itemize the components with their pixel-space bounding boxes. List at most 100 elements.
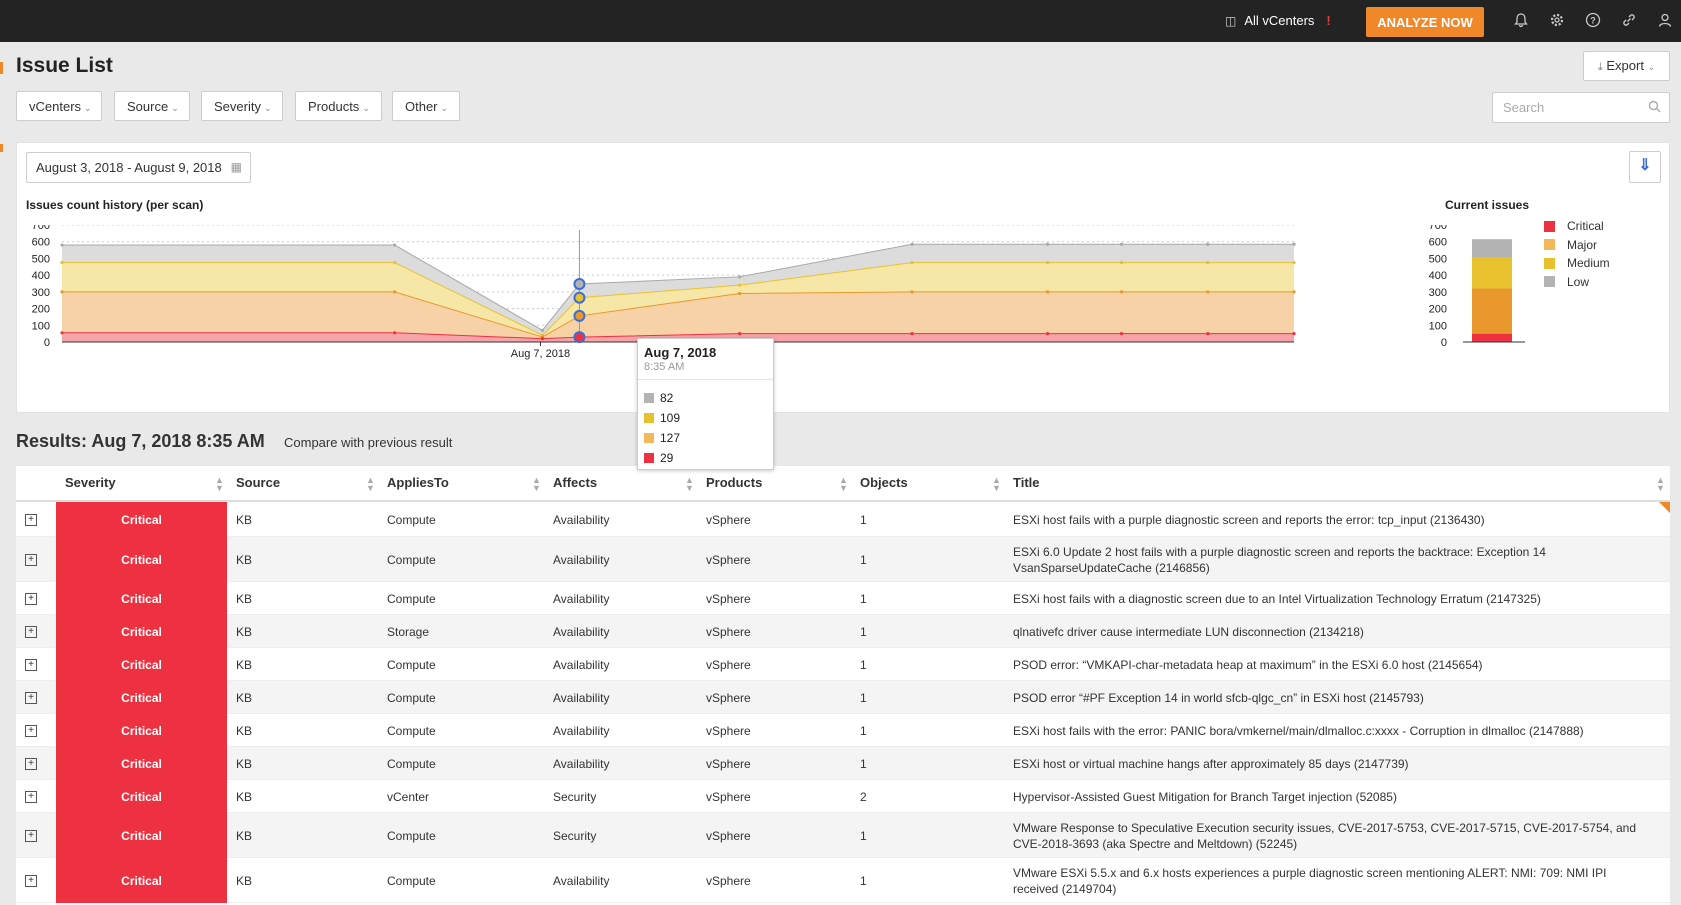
y-tick-label: 0 <box>1441 337 1447 349</box>
table-row[interactable]: + Critical KB Compute Availability vSphere 1 PS… <box>16 648 1670 681</box>
table-row[interactable]: + Critical KB Compute Availability vSphere 1 ES… <box>16 747 1670 780</box>
expand-row-icon[interactable]: + <box>25 513 37 526</box>
tooltip-swatch <box>644 433 654 443</box>
export-button[interactable]: ⤓ Export ⌄ <box>1583 51 1670 81</box>
table-row[interactable]: + Critical KB Compute Availability vSphere 1 ES… <box>16 537 1670 582</box>
filter-severity[interactable]: Severity ⌄ <box>201 91 283 121</box>
table-row[interactable]: + Critical KB Compute Availability vSphere 1 ES… <box>16 714 1670 747</box>
user-icon[interactable] <box>1656 12 1674 30</box>
vcenters-label: All vCenters <box>1244 13 1315 28</box>
legend-item-medium[interactable]: Medium <box>1544 254 1610 273</box>
column-header-source[interactable]: Source <box>236 475 281 490</box>
source-cell: KB <box>236 624 253 639</box>
source-cell: KB <box>236 591 253 606</box>
legend-item-critical[interactable]: Critical <box>1544 217 1610 236</box>
sort-icon[interactable]: ▲ ▼ <box>685 475 694 493</box>
table-row[interactable]: + Critical KB Compute Security vSphere 1 VMware… <box>16 813 1670 858</box>
column-header-appliesto[interactable]: AppliesTo <box>387 475 449 490</box>
table-header: Severity ▲ ▼ Source ▲ ▼ AppliesTo ▲ ▼ Affec… <box>16 466 1670 502</box>
table-row[interactable]: + Critical KB Compute Availability vSphere 1 PS… <box>16 681 1670 714</box>
date-range-picker[interactable]: August 3, 2018 - August 9, 2018 ▦ <box>26 152 251 183</box>
bell-icon[interactable] <box>1512 12 1530 30</box>
products-cell: vSphere <box>706 873 751 888</box>
data-point <box>1119 242 1124 246</box>
table-row[interactable]: + Critical KB Storage Availability vSphere 1 ql… <box>16 615 1670 648</box>
column-header-affects[interactable]: Affects <box>553 475 598 490</box>
expand-row-icon[interactable]: + <box>25 757 37 770</box>
expand-row-icon[interactable]: + <box>25 874 37 887</box>
y-tick-label: 700 <box>1429 225 1447 232</box>
column-header-title[interactable]: Title <box>1013 475 1040 490</box>
issues-history-chart[interactable]: 0 100 200 300 400 500 600 700 Aug 7, 2018 <box>16 225 1396 390</box>
area-critical <box>62 332 1294 342</box>
table-row[interactable]: + Critical KB Compute Availability vSphere 1 ES… <box>16 502 1670 537</box>
bar-segment-major[interactable] <box>1472 288 1512 334</box>
search-input[interactable] <box>1492 92 1670 123</box>
sort-icon[interactable]: ▲ ▼ <box>366 475 375 493</box>
legend-item-low[interactable]: Low <box>1544 273 1610 292</box>
link-icon[interactable] <box>1620 12 1638 30</box>
expand-row-icon[interactable]: + <box>25 691 37 704</box>
data-point <box>738 283 742 287</box>
expand-row-icon[interactable]: + <box>25 658 37 671</box>
filter-products[interactable]: Products ⌄ <box>295 91 382 121</box>
objects-cell: 1 <box>860 756 867 771</box>
tooltip-value: 82 <box>660 391 674 405</box>
y-tick-label: 400 <box>32 270 50 282</box>
filter-source[interactable]: Source ⌄ <box>114 91 190 121</box>
table-row[interactable]: + Critical KB Compute Availability vSphere 1 VM… <box>16 858 1670 903</box>
tooltip-swatch <box>644 393 654 403</box>
compare-previous-link[interactable]: Compare with previous result <box>284 435 453 450</box>
collapse-chart-button[interactable]: ⇓ <box>1629 151 1661 183</box>
data-point <box>1046 242 1050 246</box>
sort-icon[interactable]: ▲ ▼ <box>1656 475 1665 493</box>
data-point <box>1206 290 1210 294</box>
date-range-value: August 3, 2018 - August 9, 2018 <box>36 160 222 175</box>
y-tick-label: 100 <box>32 320 50 332</box>
affects-cell: Availability <box>553 512 610 527</box>
severity-cell: Critical <box>56 648 227 681</box>
export-label: Export <box>1606 58 1644 73</box>
expand-row-icon[interactable]: + <box>25 553 37 566</box>
affects-cell: Security <box>553 828 597 843</box>
chevron-down-icon: ⌄ <box>1647 62 1656 72</box>
double-chevron-down-icon: ⇓ <box>1638 157 1652 174</box>
vcenters-selector[interactable]: ◫ All vCenters ! <box>1225 13 1331 28</box>
severity-cell: Critical <box>56 681 227 714</box>
sort-icon[interactable]: ▲ ▼ <box>215 475 224 493</box>
sort-icon[interactable]: ▲ ▼ <box>839 475 848 493</box>
source-cell: KB <box>236 512 253 527</box>
expand-row-icon[interactable]: + <box>25 790 37 803</box>
gear-icon[interactable] <box>1548 12 1566 30</box>
line-low <box>62 243 1294 331</box>
column-header-products[interactable]: Products <box>706 475 763 490</box>
legend-item-major[interactable]: Major <box>1544 236 1610 255</box>
expand-row-icon[interactable]: + <box>25 625 37 638</box>
expand-row-icon[interactable]: + <box>25 829 37 842</box>
current-issues-chart[interactable]: 0 100 200 300 400 500 600 700 <box>1425 225 1535 375</box>
bar-segment-critical[interactable] <box>1472 333 1512 342</box>
expand-row-icon[interactable]: + <box>25 724 37 737</box>
chevron-down-icon: ⌄ <box>84 102 92 113</box>
severity-cell: Critical <box>56 813 227 858</box>
table-row[interactable]: + Critical KB Compute Availability vSphere 1 ES… <box>16 582 1670 615</box>
line-major <box>62 291 1294 338</box>
table-row[interactable]: + Critical KB vCenter Security vSphere 2 Hyperv… <box>16 780 1670 813</box>
y-tick-label: 500 <box>1429 253 1447 265</box>
data-point <box>738 275 742 279</box>
help-icon[interactable]: ? <box>1584 12 1602 30</box>
column-header-severity[interactable]: Severity <box>65 475 116 490</box>
vcenters-icon: ◫ <box>1225 13 1237 28</box>
column-header-objects[interactable]: Objects <box>860 475 908 490</box>
chevron-down-icon: ⌄ <box>171 102 179 113</box>
analyze-now-button[interactable]: ANALYZE NOW <box>1366 7 1484 37</box>
data-point <box>1119 290 1124 294</box>
bar-segment-medium[interactable] <box>1472 257 1512 289</box>
sort-icon[interactable]: ▲ ▼ <box>532 475 541 493</box>
sort-icon[interactable]: ▲ ▼ <box>992 475 1001 493</box>
applies-to-cell: Compute <box>387 756 436 771</box>
bar-segment-low[interactable] <box>1472 239 1512 258</box>
expand-row-icon[interactable]: + <box>25 592 37 605</box>
filter-other[interactable]: Other ⌄ <box>392 91 460 121</box>
filter-vcenters[interactable]: vCenters ⌄ <box>16 91 102 121</box>
